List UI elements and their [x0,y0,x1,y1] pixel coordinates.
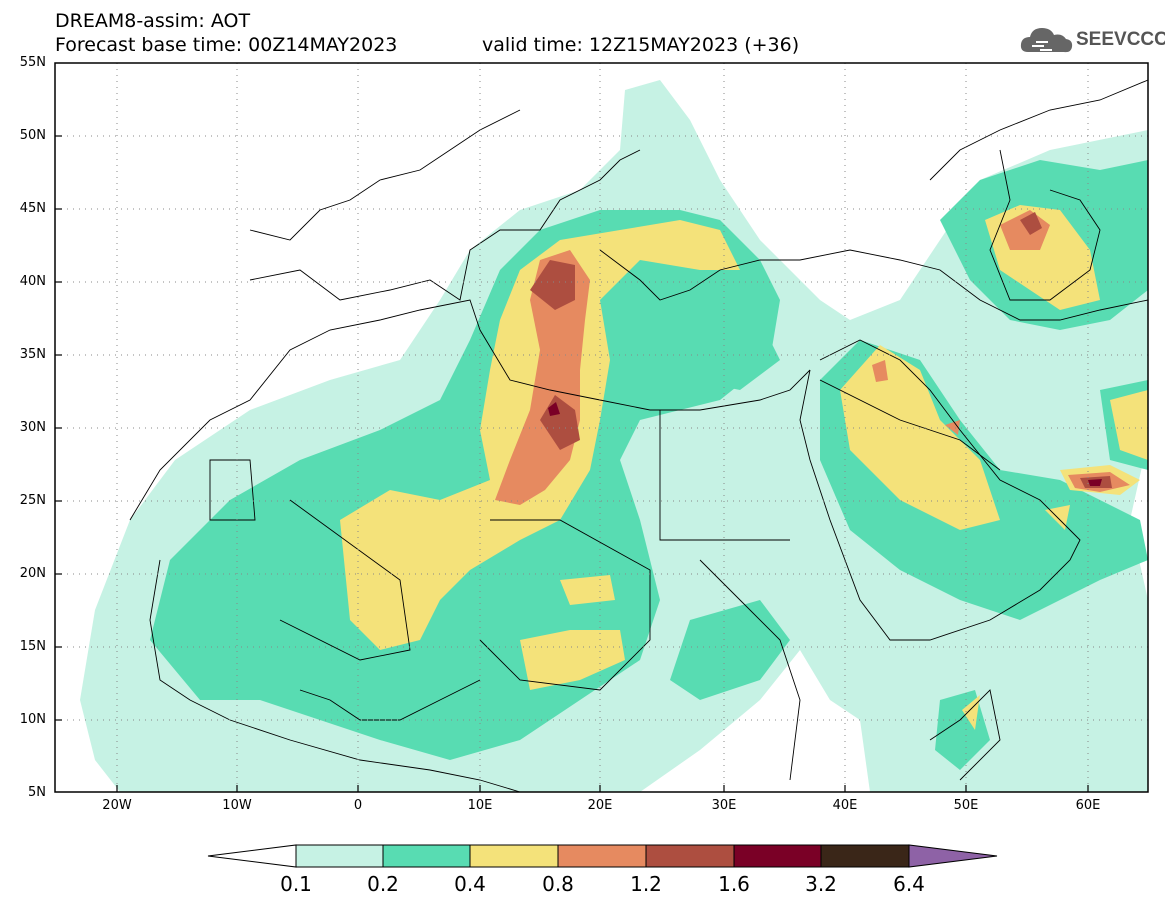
lat-label-50n: 50N [19,128,46,143]
seevccc-logo: SEEVCCC [1018,22,1165,58]
lon-label-10w: 10W [222,798,252,813]
map-title: DREAM8-assim: AOT [55,10,251,32]
colorbar-label: 0.4 [454,872,486,896]
lat-label-15n: 15N [19,639,46,654]
lat-label-55n: 55N [19,55,46,70]
country-borders [129,79,1148,792]
aot-contours [80,80,1148,792]
axis-ticks [55,135,1089,792]
colorbar-bin-7 [820,844,910,868]
lon-label-0: 0 [353,798,363,813]
lon-label-20e: 20E [587,798,613,813]
lon-label-10e: 10E [467,798,493,813]
lon-label-30e: 30E [711,798,737,813]
colorbar-bin-5 [645,844,735,868]
lon-label-20w: 20W [102,798,132,813]
gridlines [55,63,1148,792]
lat-label-30n: 30N [19,420,46,435]
colorbar-under-arrow [207,844,297,868]
colorbar-bin-4 [557,844,647,868]
lat-label-5n: 5N [28,785,46,800]
colorbar-bin-1 [295,844,384,868]
lat-label-10n: 10N [19,712,46,727]
logo-text: SEEVCCC [1076,29,1165,50]
colorbar-label: 0.2 [367,872,399,896]
lat-label-35n: 35N [19,347,46,362]
colorbar-label: 3.2 [805,872,837,896]
forecast-base-time: Forecast base time: 00Z14MAY2023 [55,34,398,56]
lat-label-25n: 25N [19,493,46,508]
cloud-icon [1020,28,1073,53]
colorbar-label: 6.4 [893,872,925,896]
lat-label-20n: 20N [19,566,46,581]
colorbar [207,844,998,868]
colorbar-over-arrow [908,844,998,868]
colorbar-label: 0.8 [542,872,574,896]
valid-time: valid time: 12Z15MAY2023 (+36) [482,34,800,56]
lon-label-40e: 40E [832,798,858,813]
colorbar-bin-6 [733,844,822,868]
colorbar-label: 1.6 [718,872,750,896]
colorbar-bin-2 [382,844,471,868]
lat-label-40n: 40N [19,274,46,289]
colorbar-label: 1.2 [630,872,662,896]
colorbar-label: 0.1 [280,872,312,896]
colorbar-bin-3 [469,844,559,868]
lon-label-50e: 50E [953,798,979,813]
lon-label-60e: 60E [1075,798,1101,813]
lat-label-45n: 45N [19,201,46,216]
